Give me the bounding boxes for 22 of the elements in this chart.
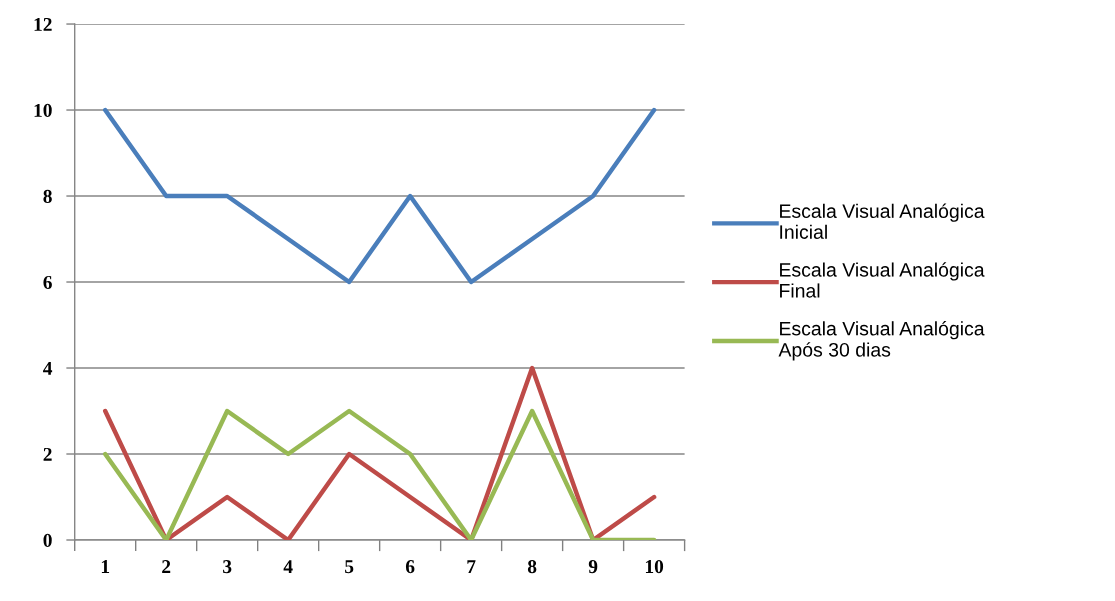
x-tick-label: 9 bbox=[588, 560, 598, 574]
y-tick-label: 0 bbox=[43, 533, 52, 547]
x-tick-label: 10 bbox=[645, 560, 664, 574]
y-tick-label: 10 bbox=[34, 103, 52, 117]
x-tick-label: 1 bbox=[101, 560, 110, 573]
y-tick-label: 12 bbox=[34, 17, 52, 31]
x-tick-label: 4 bbox=[283, 560, 293, 573]
line-series bbox=[102, 365, 657, 540]
x-tick-label: 3 bbox=[223, 560, 232, 574]
legend-label: Escala Visual Analógica Inicial bbox=[780, 203, 985, 239]
y-tick-label: 4 bbox=[43, 361, 53, 375]
x-tick-label: 7 bbox=[467, 560, 476, 573]
y-tick-label: 8 bbox=[43, 189, 52, 203]
x-tick-label: 8 bbox=[527, 560, 537, 574]
x-tick-label: 5 bbox=[345, 560, 354, 574]
x-tick-label: 6 bbox=[405, 560, 415, 574]
y-tick-label: 6 bbox=[43, 275, 52, 289]
legend-label: Escala Visual Analógica Após 30 dias bbox=[778, 320, 985, 361]
legend-label: Escala Visual Analógica Final bbox=[780, 262, 985, 298]
line-series bbox=[102, 107, 657, 285]
y-tick-label: 2 bbox=[43, 447, 52, 461]
x-tick-label: 2 bbox=[162, 560, 171, 573]
